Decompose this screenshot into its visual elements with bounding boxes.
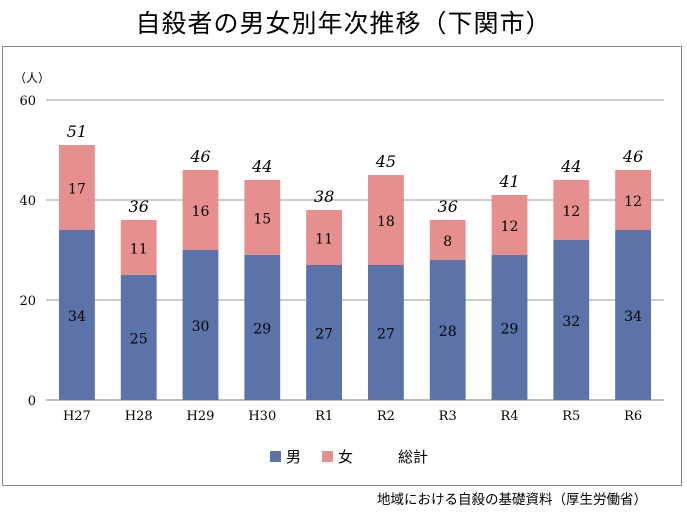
data-label: 32	[562, 314, 580, 330]
bar-segment-male	[615, 230, 652, 400]
data-label: 30	[192, 319, 210, 335]
legend-swatch-male	[270, 451, 281, 462]
total-label: 36	[438, 197, 458, 216]
bar-segment-female	[58, 145, 95, 230]
data-label: 29	[501, 322, 519, 338]
bar-segment-male	[491, 255, 528, 400]
total-label: 46	[189, 147, 210, 166]
data-label: 15	[253, 212, 271, 228]
bar-segment-male	[429, 260, 466, 400]
data-label: 8	[443, 234, 452, 250]
data-label: 12	[562, 204, 580, 220]
y-tick-label: 0	[28, 394, 36, 409]
bar-segment-female	[429, 220, 466, 260]
bar-segment-male	[58, 230, 95, 400]
bar-segment-male	[182, 250, 219, 400]
bar-segment-female	[491, 195, 528, 255]
legend-label: 男	[286, 448, 301, 466]
data-label: 17	[68, 182, 86, 198]
data-label: 16	[192, 204, 210, 220]
x-tick-label: R2	[377, 409, 395, 424]
bar-segment-male	[306, 265, 343, 400]
data-label: 29	[253, 322, 271, 338]
data-label: 27	[315, 327, 333, 343]
total-label: 41	[498, 172, 519, 191]
total-label: 36	[129, 197, 149, 216]
bar-segment-male	[367, 265, 404, 400]
total-label: 51	[67, 122, 87, 141]
bars	[58, 145, 652, 400]
bar-segment-male	[553, 240, 590, 400]
data-label: 12	[624, 194, 642, 210]
bar-segment-female	[553, 180, 590, 240]
y-axis-unit: （人）	[14, 71, 50, 85]
data-label: 34	[68, 309, 86, 325]
x-tick-label: R4	[500, 409, 518, 424]
data-label: 34	[624, 309, 642, 325]
data-label: 11	[315, 232, 333, 248]
total-label: 38	[314, 187, 334, 206]
x-tick-label: R5	[562, 409, 580, 424]
bar-segment-male	[244, 255, 281, 400]
total-label: 45	[375, 152, 396, 171]
legend: 男 女 総計	[270, 448, 428, 466]
bar-segment-female	[120, 220, 157, 275]
y-tick-label: 60	[19, 94, 36, 109]
total-label: 44	[560, 157, 581, 176]
x-tick-label: H30	[248, 409, 276, 424]
x-tick-label: R1	[315, 409, 333, 424]
chart-title: 自殺者の男女別年次推移（下関市）	[135, 9, 552, 38]
x-tick-label: H27	[63, 409, 91, 424]
legend-swatch-female	[322, 451, 333, 462]
data-label: 25	[130, 332, 148, 348]
y-tick-label: 40	[19, 194, 36, 209]
x-tick-label: R3	[439, 409, 457, 424]
x-tick-label: H28	[125, 409, 153, 424]
chart-frame	[2, 46, 682, 486]
data-label: 27	[377, 327, 395, 343]
legend-label: 女	[338, 448, 353, 466]
bar-segment-female	[244, 180, 281, 255]
x-tick-label: R6	[624, 409, 642, 424]
data-label: 12	[501, 219, 519, 235]
data-label: 18	[377, 214, 395, 230]
data-label: 11	[130, 242, 148, 258]
bar-segment-female	[615, 170, 652, 230]
labels: 0 20 40 60 34 17 51 H27 25 11 36 H28 30 16 46 H29 29 15 44…	[19, 94, 643, 424]
source-note: 地域における自殺の基礎資料（厚生労働省）	[377, 492, 647, 508]
legend-label-total: 総計	[398, 448, 428, 466]
bar-segment-female	[182, 170, 219, 250]
total-label: 46	[622, 147, 643, 166]
bar-segment-female	[367, 175, 404, 265]
y-tick-label: 20	[19, 294, 36, 309]
x-tick-label: H29	[187, 409, 215, 424]
bar-segment-female	[306, 210, 343, 265]
bar-segment-male	[120, 275, 157, 400]
data-label: 28	[439, 324, 457, 340]
total-label: 44	[251, 157, 272, 176]
